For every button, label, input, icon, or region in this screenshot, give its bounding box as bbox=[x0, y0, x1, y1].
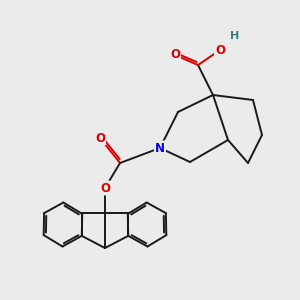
Text: O: O bbox=[95, 131, 105, 145]
Text: O: O bbox=[100, 182, 110, 194]
Text: H: H bbox=[230, 31, 240, 41]
Text: O: O bbox=[215, 44, 225, 56]
Text: O: O bbox=[170, 49, 180, 62]
Text: N: N bbox=[155, 142, 165, 154]
